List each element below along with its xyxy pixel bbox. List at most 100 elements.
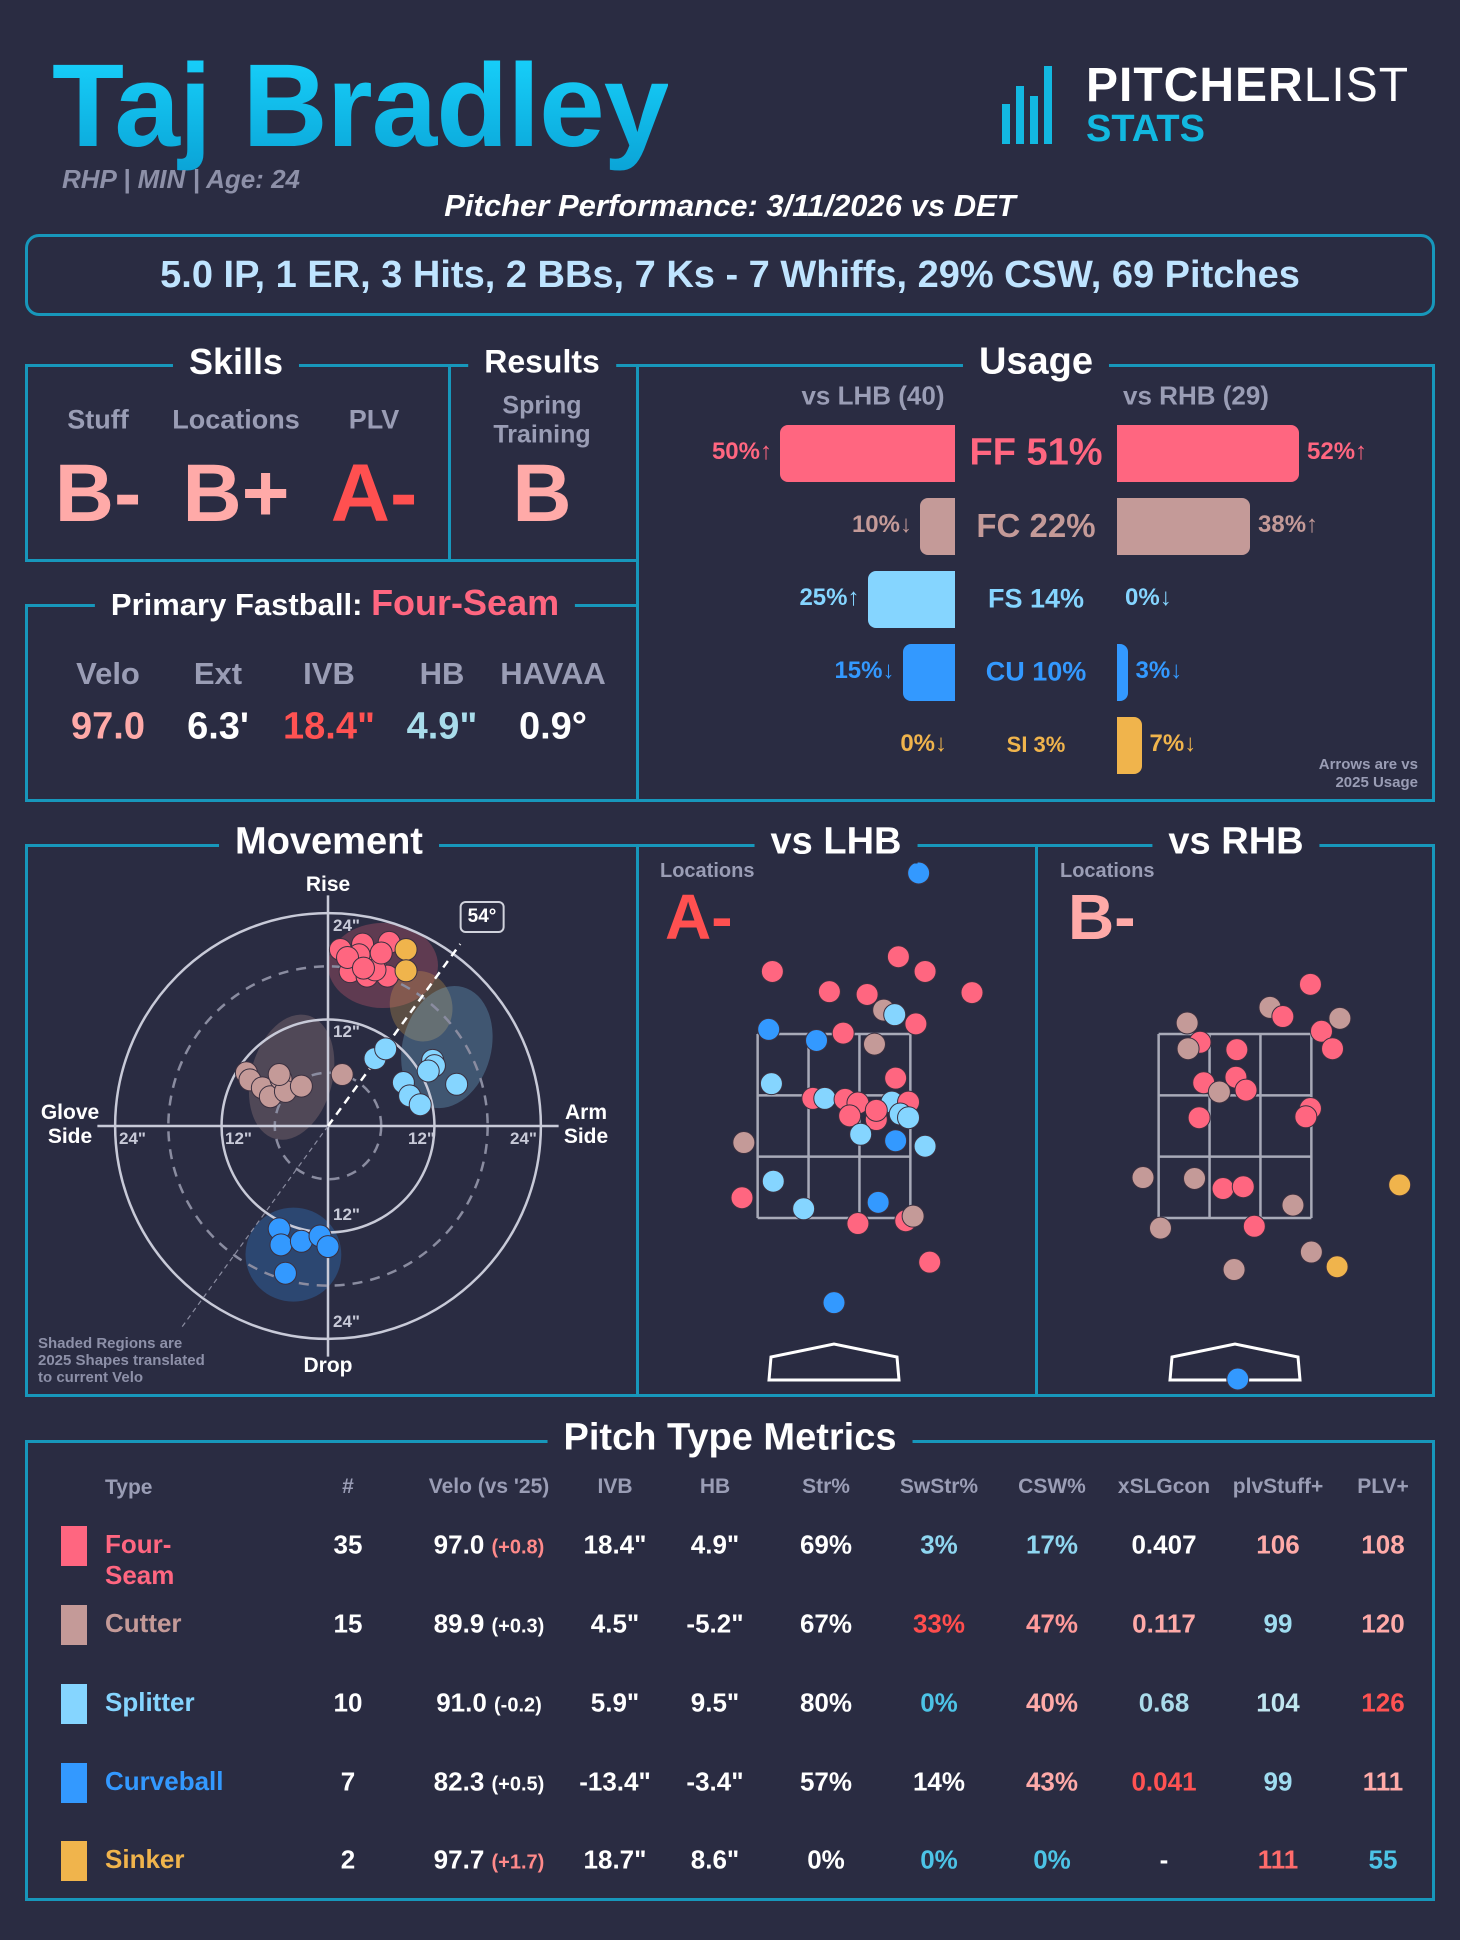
pitch-type-name: Curveball [105,1766,224,1796]
movement-point-CU [316,1235,340,1259]
movement-point-FC [267,1063,291,1087]
movement-arm-label: Arm Side [564,1101,608,1149]
lhb-location-point-CU [822,1291,846,1315]
rhb-location-point-FF [1294,1105,1318,1129]
rhb-locations-label: Locations [1060,860,1155,882]
lhb-location-point-FF [838,1104,862,1128]
pitch-velo: 91.0 (-0.2) [436,1688,542,1719]
movement-panel [25,844,639,1397]
tick-right-24: 24" [510,1129,537,1148]
rhb-location-point-FC [1328,1006,1352,1030]
movement-point-FC [289,1074,313,1098]
lhb-location-point-FF [760,959,784,983]
usage-lhb-label-SI: 0%↓ [900,730,947,757]
tick-down-24: 24" [333,1312,360,1331]
lhb-location-point-FS [897,1106,921,1130]
arm-angle-extension [180,1125,329,1329]
rhb-location-point-CU [1226,1367,1250,1391]
usage-title: Usage [962,340,1110,384]
usage-lhb-label-FF: 50%↑ [711,438,772,465]
lhb-location-point-FF [886,945,910,969]
logo-word-pitcher: PITCHER [1086,59,1304,112]
skills-title: Skills [172,341,300,383]
usage-lhb-label-CU: 15%↓ [834,657,895,684]
skill-label-stuff: Stuff [67,404,129,435]
pitch-count: 10 [333,1687,363,1718]
pitch-strike-pct: 57% [799,1766,853,1797]
pitch-swatch-SI [61,1841,87,1881]
pitch-xslg: 0.117 [1132,1608,1196,1639]
usage-lhb-label-FC: 10%↓ [851,511,912,538]
tick-down-12: 12" [333,1205,360,1224]
skill-grade-locations: B+ [182,448,290,539]
pitch-swstr: 14% [912,1766,966,1797]
usage-bar-lhb-CU [902,644,955,701]
movement-drop-label: Drop [303,1354,353,1377]
usage-center-label-FS: FS 14% [987,583,1085,614]
pitch-velo: 82.3 (+0.5) [434,1767,545,1798]
lhb-location-point-FF [884,1066,908,1090]
fastball-value-ext: 6.3' [187,705,249,748]
movement-point-FF [351,956,375,980]
tick-up-12: 12" [333,1022,360,1041]
tick-left-12: 12" [225,1129,252,1148]
rhb-location-point-FC [1131,1166,1155,1190]
usage-bar-rhb-FC [1117,498,1250,555]
usage-bar-rhb-SI [1117,717,1142,774]
rhb-location-point-FF [1187,1106,1211,1130]
usage-rhb-label-FC: 38%↑ [1258,511,1319,538]
usage-bar-lhb-FC [920,498,955,555]
table-header-0: Type [105,1476,153,1499]
skill-label-plv: PLV [348,404,400,435]
pitch-strike-pct: 0% [807,1844,845,1875]
lhb-location-point-FF [904,1012,928,1036]
lhb-location-point-FF [960,981,984,1005]
pitch-plv: 111 [1362,1766,1404,1797]
pitch-stuff: 104 [1256,1687,1300,1718]
pitch-hb: -5.2" [686,1608,744,1639]
rhb-home-plate [1168,1342,1302,1382]
pitch-xslg: - [1159,1844,1169,1875]
rhb-location-point-FF [1298,972,1322,996]
pitch-velo: 97.7 (+1.7) [434,1845,545,1876]
fastball-value-ivb: 18.4" [283,705,375,748]
pitch-stuff: 106 [1256,1529,1300,1560]
glove-label-line1: Glove [40,1101,100,1124]
lhb-location-point-CU [805,1028,829,1052]
velo-value: 97.7 [433,1844,492,1875]
usage-note-line2: 2025 Usage [1335,774,1418,791]
rhb-location-point-FF [1234,1078,1258,1102]
velo-value: 82.3 [433,1766,492,1797]
pitch-type-name: Sinker [105,1844,185,1874]
velo-delta: (+0.8) [491,1536,545,1559]
results-title: Results [468,343,616,381]
pitch-csw: 47% [1025,1608,1079,1639]
pitch-type-name: Cutter [105,1608,182,1638]
pitch-swstr: 33% [912,1608,966,1639]
table-header-8: xSLGcon [1117,1475,1211,1498]
lhb-location-point-CU [884,1129,908,1153]
pitch-swstr: 0% [920,1844,958,1875]
velo-delta: (+0.5) [491,1773,545,1796]
pitch-type-name: Four-Seam [105,1529,175,1590]
pitch-xslg: 0.041 [1131,1766,1197,1797]
results-grade: B [512,448,572,539]
pitch-swatch-CU [61,1763,87,1803]
rhb-location-point-FC [1299,1240,1323,1264]
usage-center-label-FC: FC 22% [976,507,1096,544]
pitch-strike-pct: 67% [799,1608,853,1639]
movement-point-FS [416,1059,440,1083]
skill-grade-stuff: B- [54,448,142,539]
velo-delta: (+0.3) [491,1615,545,1638]
usage-note-line1: Arrows are vs [1318,756,1418,773]
results-label-spring: Spring [502,391,582,420]
fastball-label-hb: HB [419,656,465,691]
lhb-locations-grade: A- [665,881,733,953]
rhb-location-point-FF [1231,1175,1255,1199]
pitch-xslg: 0.407 [1131,1529,1197,1560]
movement-point-SI [394,959,418,983]
movement-note-line1: Shaded Regions are [38,1335,183,1352]
velo-delta: (+1.7) [491,1851,545,1874]
usage-bar-lhb-FS [867,571,955,628]
pitch-plv: 120 [1361,1608,1405,1639]
